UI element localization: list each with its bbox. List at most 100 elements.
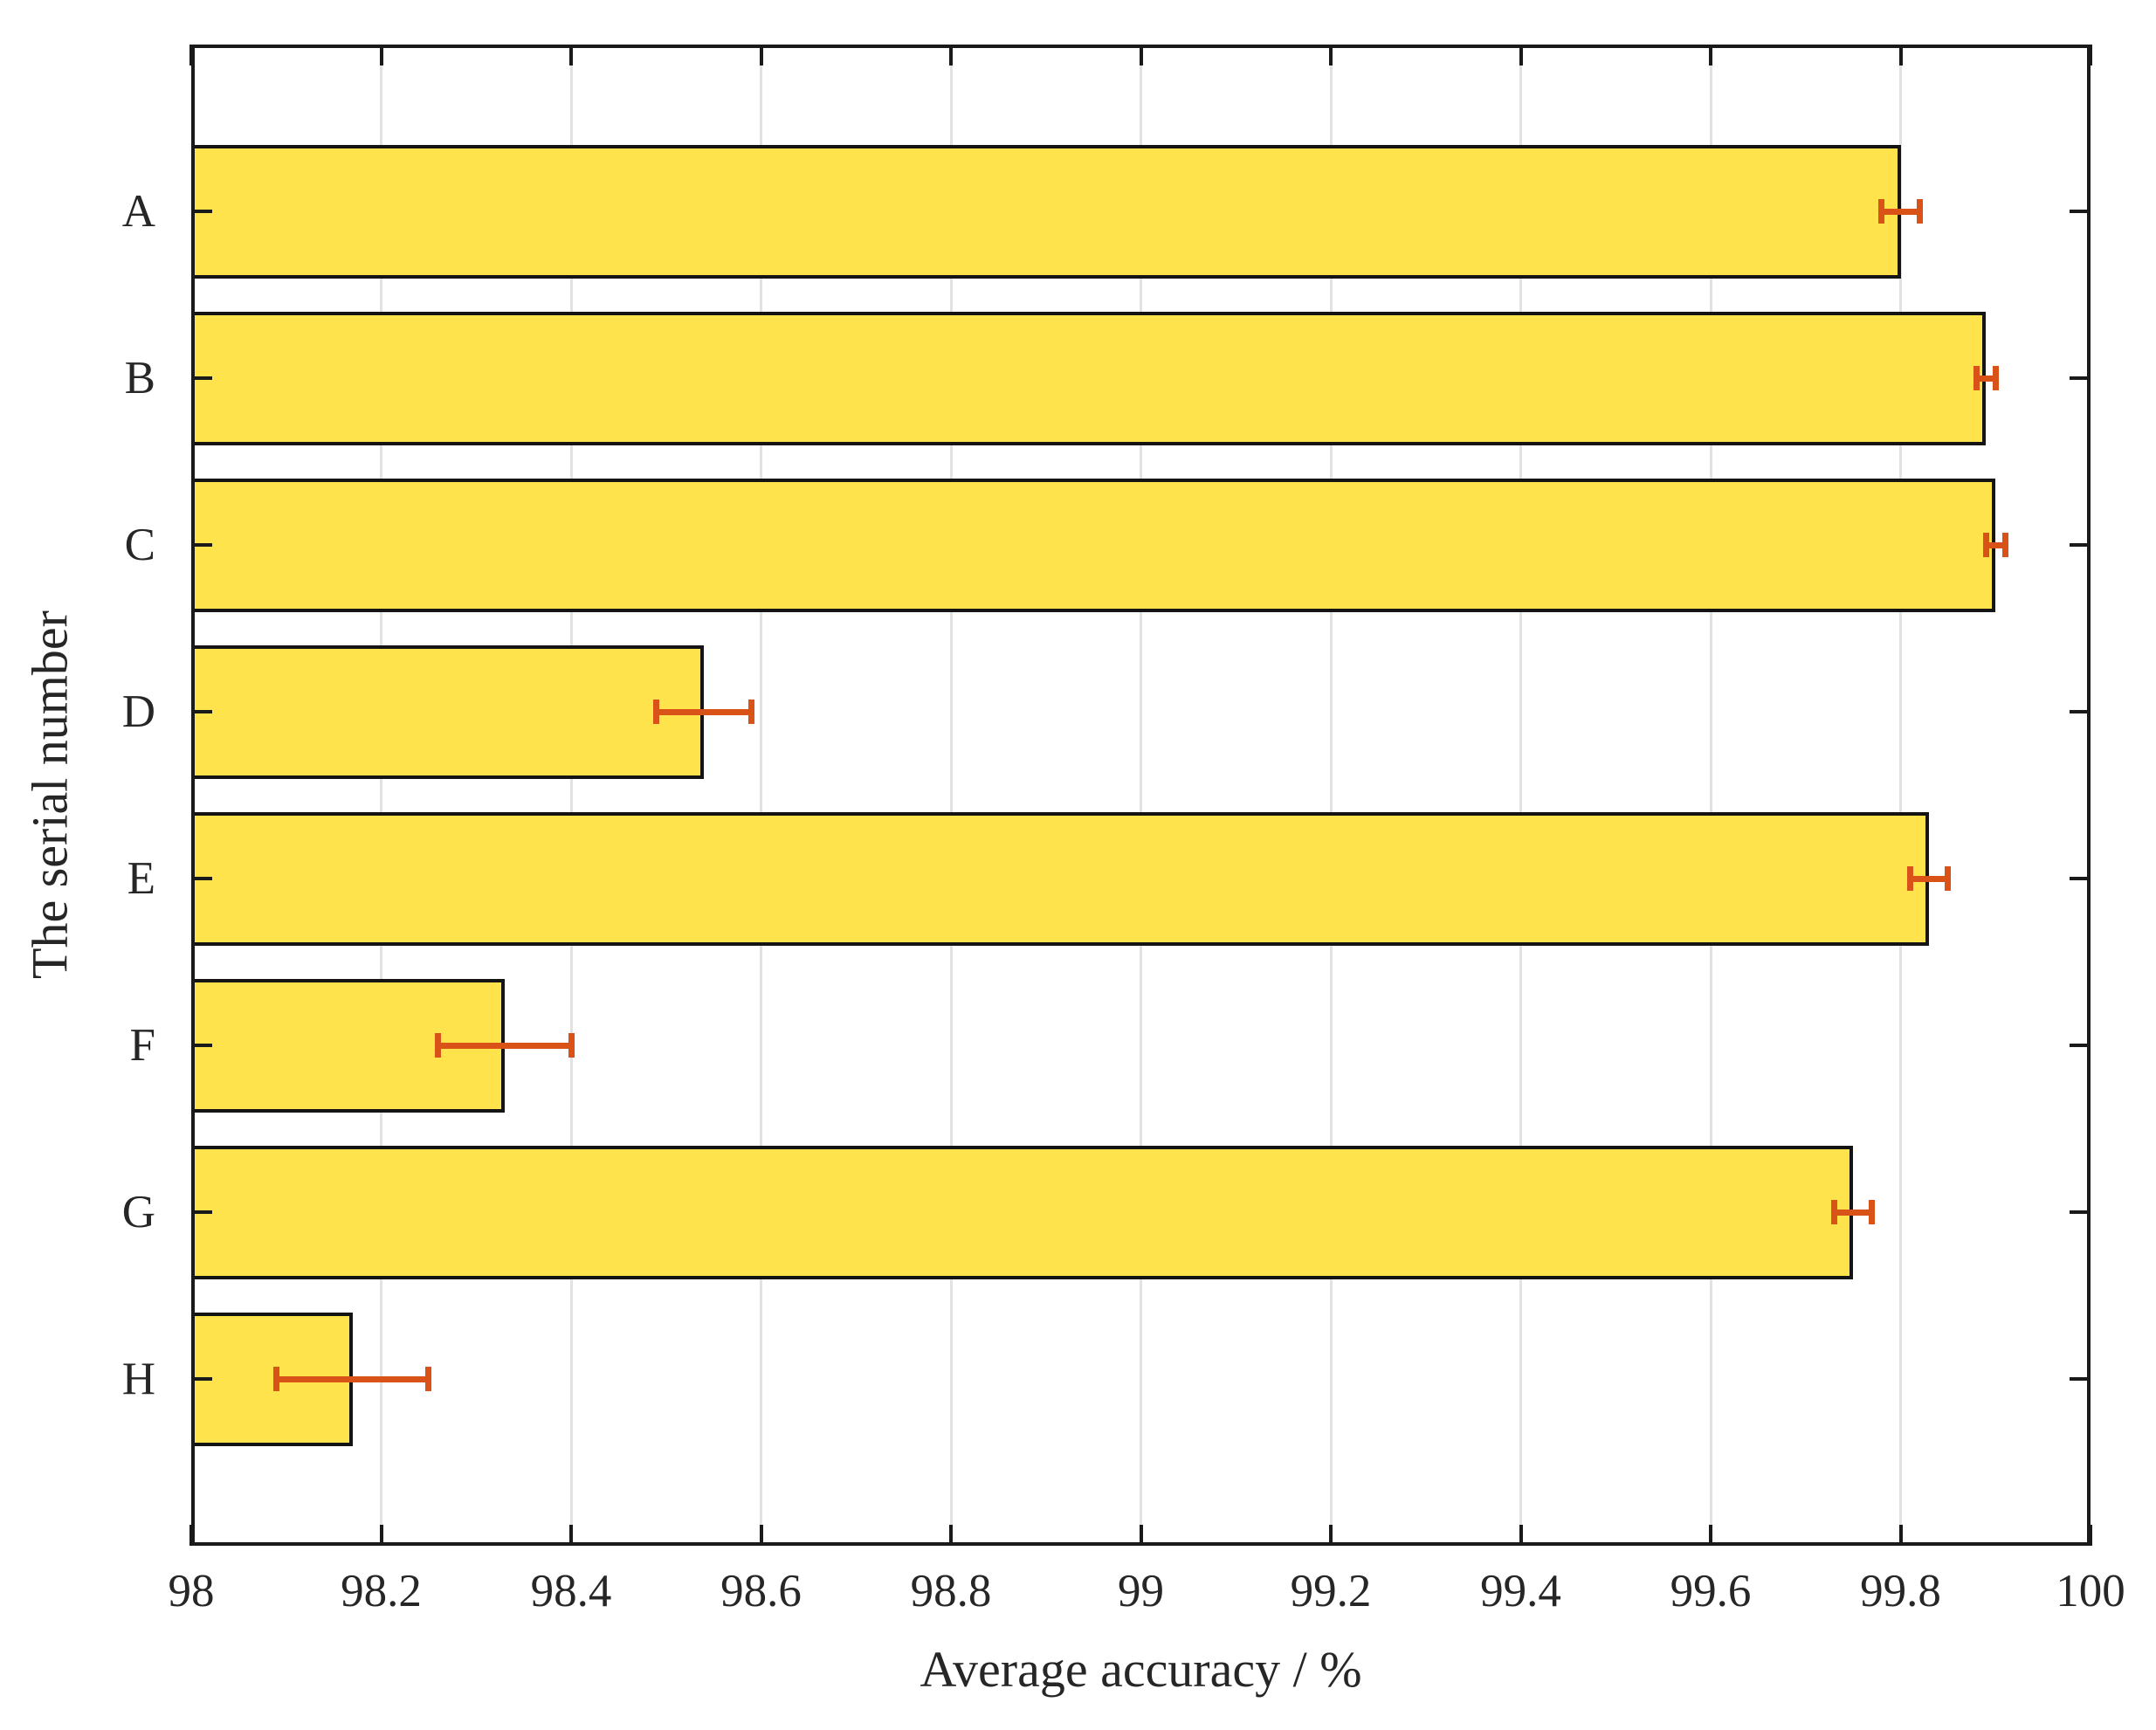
x-tick-bottom [1139, 1525, 1143, 1546]
y-tick-label: A [121, 186, 155, 237]
y-tick-label: D [121, 686, 155, 737]
x-tick-label: 98.6 [720, 1566, 802, 1616]
x-tick-bottom [759, 1525, 763, 1546]
error-bar-cap [653, 700, 660, 724]
y-axis-title: The serial number [21, 610, 79, 979]
y-tick-label: C [124, 520, 155, 570]
x-tick-bottom [1898, 1525, 1903, 1546]
bar-b [191, 311, 1987, 445]
y-tick-left [191, 376, 212, 380]
y-tick-right [2070, 1377, 2091, 1381]
error-bar-cap [1830, 1200, 1837, 1224]
x-gridline [760, 45, 762, 1546]
error-bar-cap [1945, 866, 1952, 891]
x-axis-title: Average accuracy / % [920, 1641, 1362, 1698]
x-tick-bottom [949, 1525, 953, 1546]
y-tick-right [2070, 543, 2091, 547]
y-tick-right [2070, 710, 2091, 713]
error-bar-cap [1992, 366, 1999, 390]
x-tick-label: 98.4 [530, 1566, 612, 1616]
x-tick-label: 100 [2056, 1566, 2125, 1616]
y-tick-left [191, 710, 212, 713]
x-tick-top [2089, 45, 2092, 65]
x-gridline [1899, 45, 1902, 1546]
y-tick-left [191, 543, 212, 547]
x-tick-bottom [2089, 1525, 2092, 1546]
x-tick-label: 99.2 [1290, 1566, 1372, 1616]
error-bar-line [656, 708, 752, 715]
x-tick-label: 99.4 [1480, 1566, 1561, 1616]
x-tick-bottom [1329, 1525, 1333, 1546]
error-bar-line [276, 1375, 429, 1382]
x-tick-bottom [1709, 1525, 1712, 1546]
x-tick-label: 98.2 [341, 1566, 422, 1616]
x-tick-label: 99 [1118, 1566, 1164, 1616]
x-tick-top [189, 45, 193, 65]
bar-c [191, 478, 1996, 612]
x-gridline [380, 45, 382, 1546]
bar-g [191, 1145, 1854, 1279]
bar-e [191, 811, 1930, 946]
error-bar-line [1881, 208, 1920, 215]
error-bar-cap [1869, 1200, 1876, 1224]
x-tick-top [379, 45, 383, 65]
error-bar-cap [2001, 533, 2008, 557]
x-tick-label: 99.8 [1860, 1566, 1941, 1616]
x-tick-top [1709, 45, 1712, 65]
y-tick-left [191, 210, 212, 213]
error-bar-cap [1878, 199, 1885, 224]
x-tick-label: 98 [168, 1566, 215, 1616]
error-bar-cap [1973, 366, 1980, 390]
y-tick-right [2070, 1210, 2091, 1214]
error-bar-cap [273, 1367, 280, 1391]
x-tick-bottom [189, 1525, 193, 1546]
x-tick-label: 99.6 [1670, 1566, 1752, 1616]
x-tick-top [1139, 45, 1143, 65]
x-gridline [1329, 45, 1333, 1546]
error-bar-line [1834, 1209, 1872, 1216]
x-tick-top [569, 45, 573, 65]
plot-area [189, 45, 2092, 1546]
x-tick-top [1519, 45, 1523, 65]
x-gridline [569, 45, 573, 1546]
x-tick-bottom [569, 1525, 573, 1546]
error-bar-cap [568, 1033, 575, 1058]
error-bar-cap [425, 1367, 432, 1391]
y-tick-right [2070, 210, 2091, 213]
error-bar-line [1976, 375, 1996, 382]
y-tick-label: F [129, 1020, 155, 1071]
error-bar-line [1910, 875, 1948, 882]
bar-a [191, 144, 1901, 279]
y-tick-label: H [121, 1354, 155, 1404]
error-bar-cap [748, 700, 755, 724]
error-bar-cap [1906, 866, 1913, 891]
y-tick-right [2070, 877, 2091, 880]
y-tick-label: G [121, 1187, 155, 1237]
error-bar-cap [1916, 199, 1923, 224]
y-tick-left [191, 877, 212, 880]
y-tick-left [191, 1044, 212, 1047]
y-tick-right [2070, 1044, 2091, 1047]
x-tick-top [1329, 45, 1333, 65]
error-bar-line [1986, 541, 2006, 548]
error-bar-line [437, 1042, 571, 1049]
y-tick-right [2070, 376, 2091, 380]
x-tick-bottom [379, 1525, 383, 1546]
x-gridline [1709, 45, 1712, 1546]
error-bar-cap [1982, 533, 1989, 557]
y-tick-left [191, 1210, 212, 1214]
x-tick-bottom [1519, 1525, 1523, 1546]
error-bar-cap [435, 1033, 442, 1058]
bar-d [191, 644, 705, 779]
x-gridline [1140, 45, 1142, 1546]
y-tick-left [191, 1377, 212, 1381]
x-tick-top [949, 45, 953, 65]
x-gridline [1519, 45, 1522, 1546]
x-tick-top [1898, 45, 1903, 65]
y-tick-label: B [124, 353, 155, 403]
x-tick-top [759, 45, 763, 65]
y-tick-label: E [127, 853, 155, 904]
x-gridline [949, 45, 953, 1546]
x-tick-label: 98.8 [910, 1566, 992, 1616]
